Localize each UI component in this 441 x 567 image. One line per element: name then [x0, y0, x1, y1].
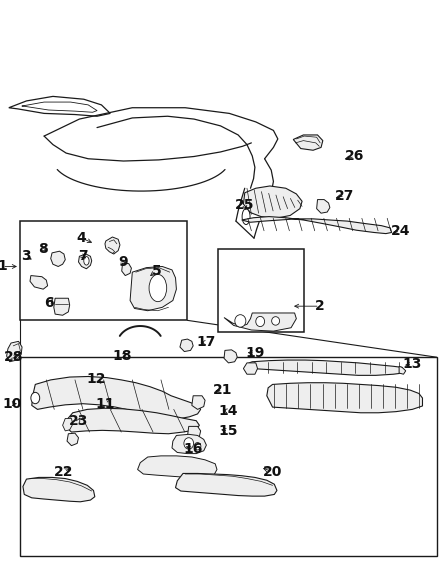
Ellipse shape: [194, 442, 201, 450]
Polygon shape: [105, 237, 120, 254]
Text: 26: 26: [345, 150, 365, 163]
Polygon shape: [247, 360, 402, 375]
Text: 15: 15: [219, 424, 238, 438]
Polygon shape: [7, 341, 22, 362]
Polygon shape: [192, 396, 205, 409]
Polygon shape: [67, 433, 78, 446]
Polygon shape: [30, 276, 48, 289]
Text: 20: 20: [263, 465, 282, 479]
Text: 28: 28: [4, 350, 24, 364]
Text: 12: 12: [86, 372, 106, 386]
Polygon shape: [267, 383, 422, 413]
Polygon shape: [122, 263, 131, 276]
Polygon shape: [51, 251, 65, 266]
Text: 1: 1: [0, 260, 7, 273]
Polygon shape: [78, 254, 92, 269]
Polygon shape: [32, 376, 201, 418]
Bar: [218, 249, 304, 332]
Text: 27: 27: [335, 189, 355, 202]
Text: 25: 25: [235, 198, 254, 212]
Text: 9: 9: [118, 255, 127, 269]
Ellipse shape: [149, 274, 167, 302]
Text: 21: 21: [213, 383, 232, 397]
Text: 6: 6: [45, 296, 54, 310]
Text: 16: 16: [183, 442, 203, 456]
Polygon shape: [399, 366, 406, 374]
Polygon shape: [180, 339, 193, 352]
Text: 11: 11: [95, 397, 115, 411]
Polygon shape: [242, 217, 392, 234]
Text: 13: 13: [403, 357, 422, 371]
Text: 17: 17: [197, 336, 216, 349]
Text: 8: 8: [38, 243, 48, 256]
Polygon shape: [23, 477, 95, 502]
Text: 23: 23: [69, 414, 88, 428]
Polygon shape: [130, 266, 176, 311]
Polygon shape: [54, 298, 70, 315]
Polygon shape: [63, 418, 73, 431]
Text: 10: 10: [3, 397, 22, 411]
Polygon shape: [172, 434, 206, 454]
Polygon shape: [243, 363, 258, 374]
Ellipse shape: [84, 256, 89, 265]
Bar: [20, 357, 437, 556]
Ellipse shape: [256, 316, 265, 327]
Text: 14: 14: [219, 404, 238, 418]
Text: 18: 18: [113, 349, 132, 363]
Ellipse shape: [184, 438, 194, 449]
Polygon shape: [65, 408, 199, 434]
Text: 5: 5: [152, 264, 161, 278]
Text: 7: 7: [78, 249, 88, 263]
Polygon shape: [224, 313, 296, 331]
Text: 4: 4: [77, 231, 86, 245]
Text: 2: 2: [315, 299, 325, 313]
Circle shape: [31, 392, 40, 404]
Ellipse shape: [235, 315, 246, 327]
Polygon shape: [224, 350, 237, 363]
Polygon shape: [187, 426, 201, 439]
Bar: [20, 221, 187, 320]
Text: 19: 19: [245, 346, 265, 359]
Polygon shape: [243, 186, 302, 218]
Text: 24: 24: [391, 225, 410, 238]
Ellipse shape: [272, 316, 280, 325]
Polygon shape: [138, 456, 217, 477]
Polygon shape: [293, 135, 323, 150]
Polygon shape: [176, 473, 277, 496]
Polygon shape: [317, 200, 330, 213]
Text: 22: 22: [54, 465, 74, 479]
Text: 3: 3: [21, 249, 30, 263]
